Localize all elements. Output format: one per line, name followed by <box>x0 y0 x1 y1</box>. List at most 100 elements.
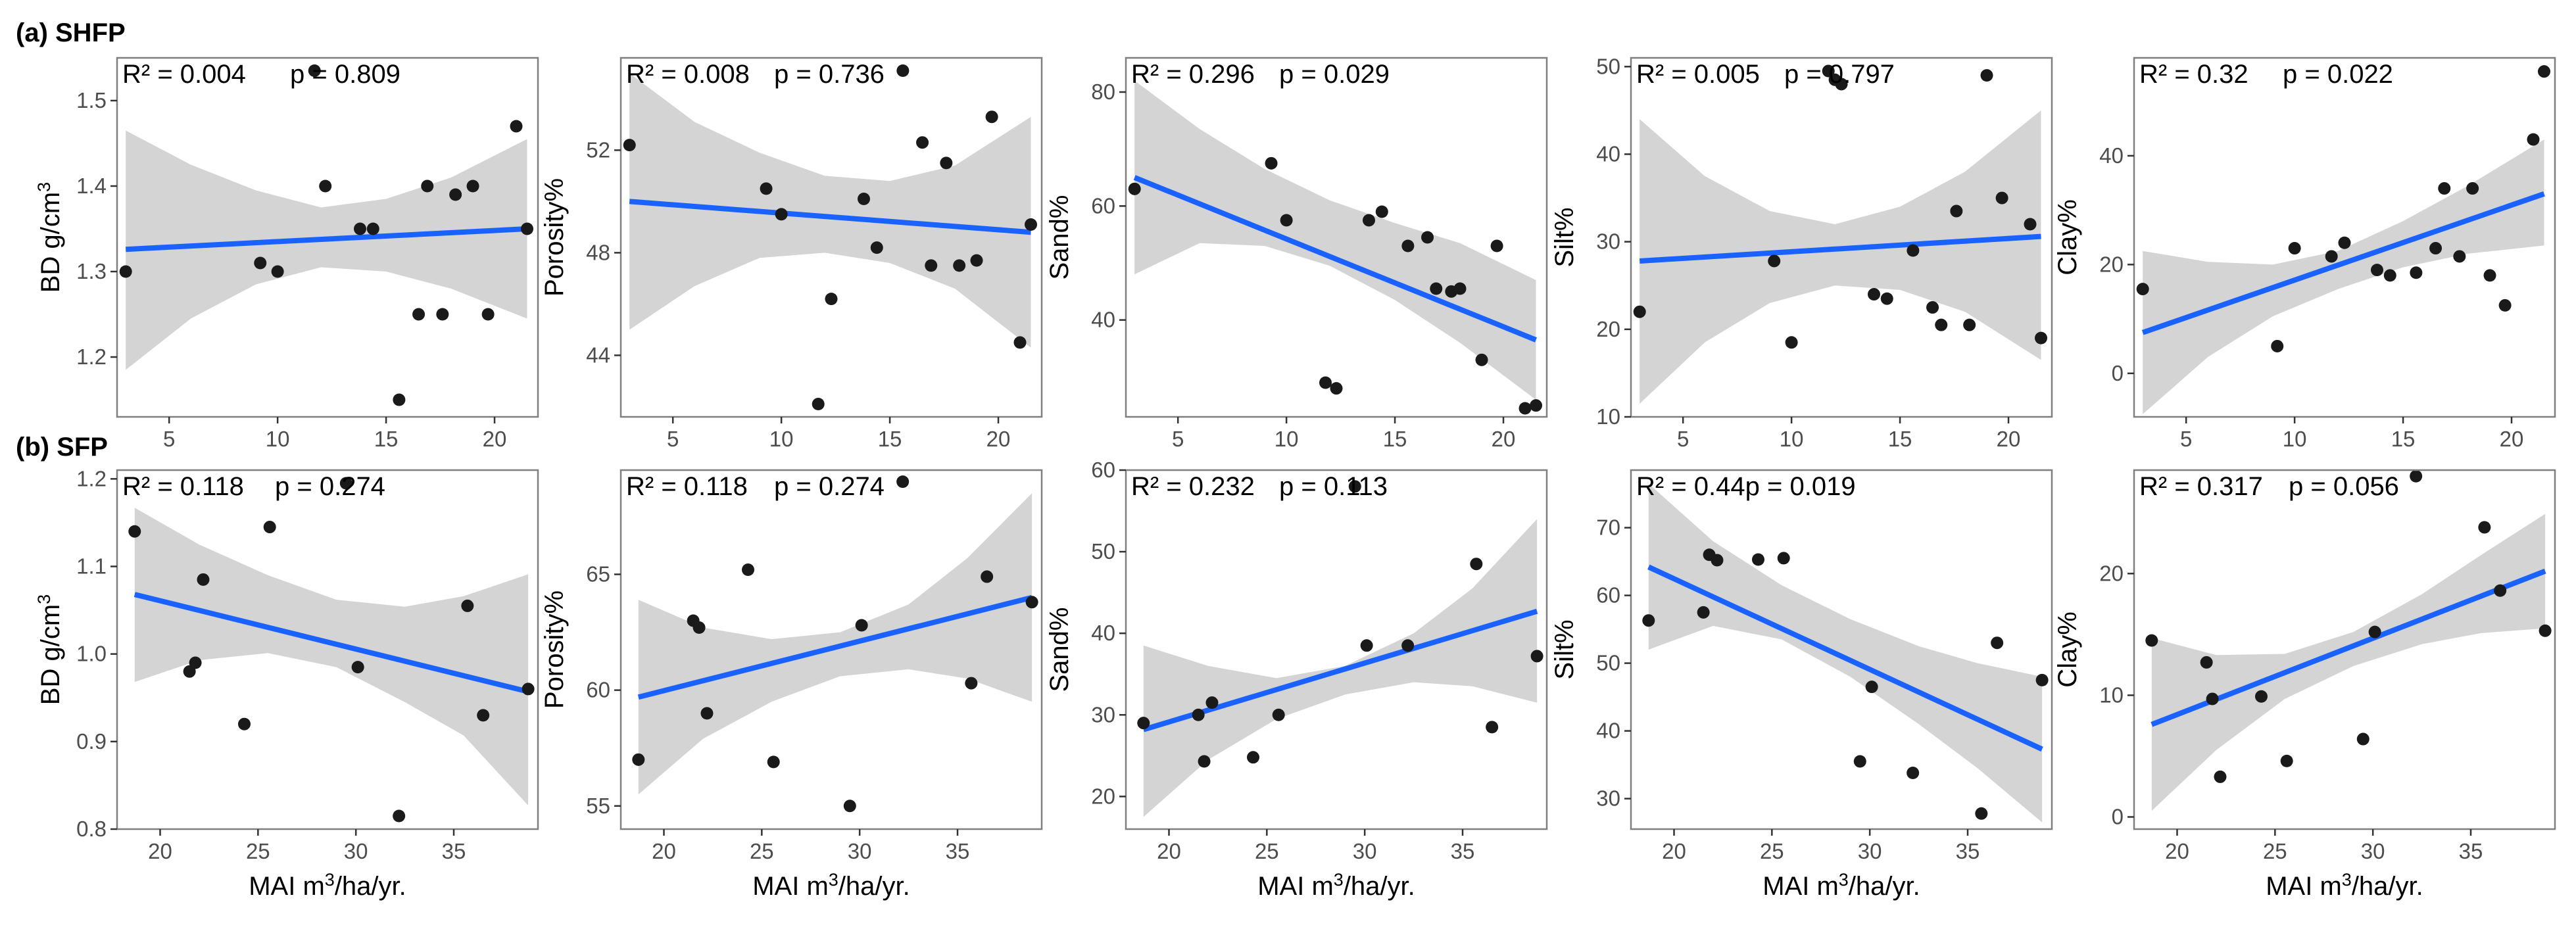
confidence-band <box>1134 80 1536 400</box>
data-point <box>1319 376 1332 389</box>
y-tick-label: 20 <box>1596 317 1620 341</box>
data-point <box>632 753 645 766</box>
regression-line <box>1133 175 1538 343</box>
r-squared-label: R² = 0.44p = 0.019 <box>1636 472 1856 501</box>
data-point <box>2206 692 2219 706</box>
data-point <box>308 64 321 77</box>
data-point <box>1453 282 1467 295</box>
data-point <box>1975 807 1988 820</box>
y-tick-label: 1.2 <box>76 466 107 490</box>
x-tick-label: 25 <box>2263 839 2287 863</box>
data-point <box>263 521 276 534</box>
data-point <box>1995 191 2008 204</box>
data-point <box>1822 64 1835 78</box>
p-value-label: p = 0.274 <box>275 472 385 501</box>
y-axis-label: Sand% <box>1045 608 1074 692</box>
x-axis-label: MAI m3/ha/yr. <box>1257 870 1415 901</box>
x-tick-label: 5 <box>1172 427 1184 451</box>
r-squared-label: R² = 0.296 <box>1131 60 1255 89</box>
data-point <box>421 179 434 193</box>
data-point <box>183 665 196 678</box>
y-axis-label: Porosity% <box>540 590 569 709</box>
data-point <box>741 563 754 576</box>
confidence-band <box>2143 139 2544 414</box>
panel-sfp-1: 20 25 30 35 0.8 0.9 1.0 1.1 1.2 BD g/cm3 R² = 0.11… <box>34 466 539 901</box>
x-tick-label: 35 <box>1451 839 1475 863</box>
plot-area <box>1137 480 1543 817</box>
data-point <box>2214 770 2227 783</box>
data-point <box>1272 708 1285 721</box>
data-point <box>1835 78 1848 91</box>
data-point <box>522 682 535 696</box>
data-point <box>981 570 994 583</box>
data-point <box>466 179 479 193</box>
x-tick-label: 15 <box>2391 427 2416 451</box>
x-tick-label: 30 <box>2361 839 2385 863</box>
data-point <box>461 599 474 612</box>
panel-sfp-2: 20 25 30 35 55 60 65 Porosity% R² = 0.118 p = 0.2… <box>540 469 1043 901</box>
data-point <box>953 259 966 272</box>
data-point <box>843 800 856 813</box>
data-point <box>1330 382 1343 395</box>
x-tick-label: 20 <box>986 427 1011 451</box>
data-point <box>1280 214 1293 227</box>
data-point <box>2527 133 2540 146</box>
data-point <box>393 393 406 406</box>
data-point <box>857 193 870 205</box>
data-point <box>1430 282 1443 295</box>
y-tick-label: 0.9 <box>76 729 107 754</box>
x-tick-label: 15 <box>374 427 399 451</box>
plot-area <box>119 64 534 406</box>
data-point <box>1865 681 1878 694</box>
data-point <box>1025 218 1038 231</box>
regression-line <box>1647 564 2043 752</box>
p-value-label: p = 0.809 <box>290 60 401 89</box>
data-point <box>510 120 523 133</box>
y-tick-label: 10 <box>1596 404 1620 429</box>
regression-line <box>134 592 529 694</box>
x-tick-label: 30 <box>344 839 368 863</box>
r-squared-label: R² = 0.118 <box>626 472 748 501</box>
y-tick-label: 1.1 <box>76 554 107 578</box>
data-point <box>693 621 706 634</box>
x-tick-label: 30 <box>1858 839 1882 863</box>
y-tick-label: 30 <box>1596 786 1620 811</box>
y-tick-label: 1.4 <box>76 174 107 198</box>
y-axis-label: Silt% <box>1550 207 1579 267</box>
data-point <box>700 707 714 720</box>
x-tick-label: 10 <box>1780 427 1804 451</box>
y-tick-label: 1.2 <box>76 345 107 369</box>
x-tick-label: 25 <box>1760 839 1784 863</box>
r-squared-label: R² = 0.32 <box>2139 60 2248 89</box>
regression-line <box>629 199 1031 235</box>
x-tick-label: 20 <box>2500 427 2524 451</box>
y-axis-label: BD g/cm3 <box>34 594 65 705</box>
data-point <box>985 110 998 124</box>
data-point <box>1198 755 1211 768</box>
data-point <box>2539 624 2552 637</box>
data-point <box>1697 606 1710 619</box>
data-point <box>1785 336 1798 349</box>
y-tick-label: 60 <box>1596 583 1620 608</box>
data-point <box>1470 558 1483 571</box>
p-value-label: p = 0.113 <box>1279 472 1388 501</box>
data-point <box>1768 254 1781 268</box>
y-tick-label: 20 <box>2099 561 2124 585</box>
panel-border <box>1630 469 2053 830</box>
x-tick-label: 20 <box>483 427 507 451</box>
x-tick-label: 25 <box>1255 839 1279 863</box>
data-point <box>825 293 838 306</box>
x-tick-label: 10 <box>266 427 290 451</box>
x-tick-label: 5 <box>163 427 175 451</box>
x-axis-label: MAI m3/ha/yr. <box>1762 870 1920 901</box>
y-tick-label: 48 <box>586 240 610 264</box>
y-axis-label: Silt% <box>1550 619 1579 679</box>
data-point <box>393 809 406 823</box>
data-point <box>2024 218 2037 231</box>
plot-area <box>128 477 535 823</box>
row-label-shfp: (a) SHFP <box>16 18 126 47</box>
data-point <box>436 308 449 321</box>
data-point <box>2410 266 2423 279</box>
data-point <box>2453 250 2466 263</box>
y-axis-label: Clay% <box>2053 611 2082 688</box>
